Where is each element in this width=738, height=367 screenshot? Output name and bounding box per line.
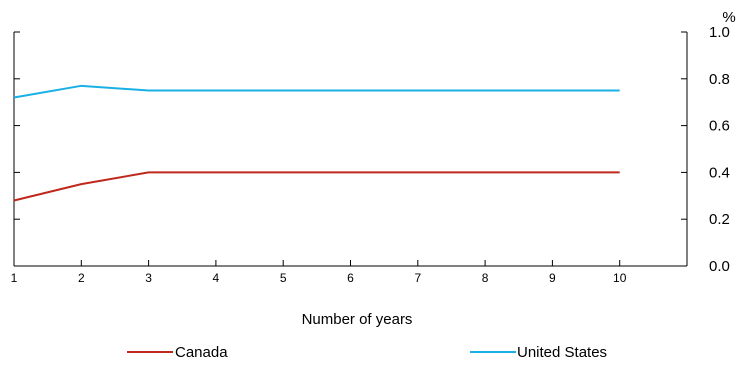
legend: Canada United States xyxy=(127,344,607,361)
y-tick-label: 0.2 xyxy=(709,211,730,228)
legend-label-united-states: United States xyxy=(517,344,607,361)
y-tick-label: 0.0 xyxy=(709,258,730,275)
y-tick-label: 0.4 xyxy=(709,164,730,181)
x-axis-ticks: 1 2 3 4 5 6 7 8 9 10 xyxy=(11,260,627,285)
x-tick-label: 8 xyxy=(482,271,489,285)
series-line-united-states xyxy=(14,86,620,98)
y-axis-unit-label: % xyxy=(722,9,735,26)
y-tick-label: 0.6 xyxy=(709,118,730,135)
x-tick-label: 6 xyxy=(347,271,354,285)
x-tick-label: 9 xyxy=(549,271,556,285)
x-tick-label: 7 xyxy=(414,271,421,285)
y-axis-ticks: 0.0 0.2 0.4 0.6 0.8 1.0 xyxy=(14,24,730,275)
x-tick-label: 10 xyxy=(613,271,627,285)
x-tick-label: 1 xyxy=(11,271,18,285)
series-line-canada xyxy=(14,172,620,200)
x-tick-label: 5 xyxy=(280,271,287,285)
x-tick-label: 4 xyxy=(213,271,220,285)
plot-frame xyxy=(14,32,687,266)
legend-label-canada: Canada xyxy=(175,344,228,361)
series-lines xyxy=(14,86,620,201)
y-tick-label: 0.8 xyxy=(709,71,730,88)
y-tick-label: 1.0 xyxy=(709,24,730,41)
x-tick-label: 2 xyxy=(78,271,85,285)
x-axis-title: Number of years xyxy=(302,311,413,328)
x-tick-label: 3 xyxy=(145,271,152,285)
